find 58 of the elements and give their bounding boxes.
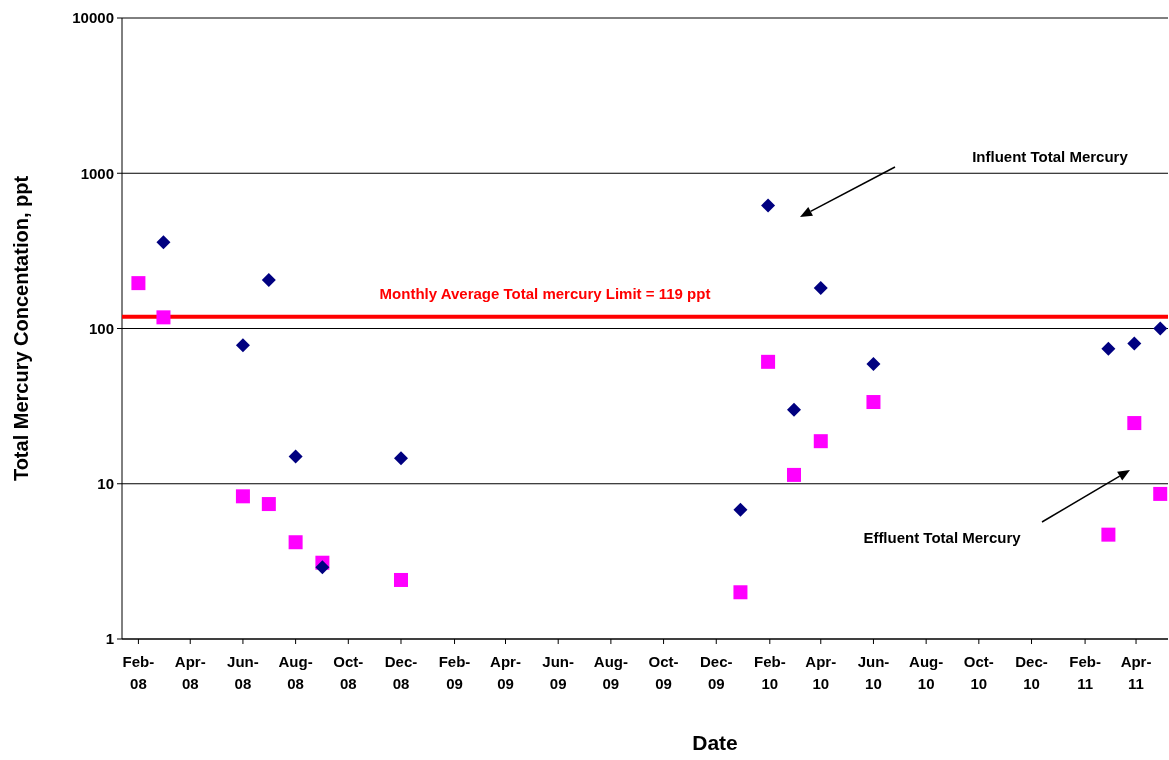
point <box>1153 486 1168 501</box>
point <box>156 310 171 325</box>
x-axis-title: Date <box>692 731 738 754</box>
x-tick-label: Apr-10 <box>805 653 837 692</box>
x-tick-label: Aug-08 <box>278 653 313 692</box>
point <box>393 451 408 466</box>
y-tick-label: 1000 <box>80 164 114 182</box>
x-tick-label: Dec-09 <box>700 653 733 692</box>
x-tick-label: Feb-11 <box>1069 653 1101 692</box>
x-tick-label: Oct-10 <box>963 653 994 692</box>
x-tick-label: Dec-08 <box>384 653 418 692</box>
point <box>1153 321 1168 336</box>
x-tick-label: Feb-09 <box>438 653 471 692</box>
point <box>1101 341 1116 356</box>
x-tick-label: Oct-08 <box>333 653 364 692</box>
x-tick-label: Oct-09 <box>648 653 679 692</box>
x-tick-label: Aug-10 <box>909 653 944 692</box>
point <box>787 402 801 417</box>
annotation: Effluent Total Mercury <box>863 529 1022 547</box>
x-tick-label: Apr-11 <box>1120 653 1152 692</box>
point <box>866 395 881 410</box>
point <box>1101 527 1116 542</box>
x-tick-label: Apr-09 <box>490 653 521 692</box>
ref-line-label: Monthly Average Total mercury Limit = 119 ppt <box>379 284 711 302</box>
point <box>261 273 276 288</box>
x-tick-label: Jun-09 <box>542 653 575 692</box>
point <box>1127 336 1142 351</box>
y-axis-title: Total Mercury Concentation, ppt <box>10 175 32 482</box>
point <box>131 276 146 291</box>
point <box>813 281 828 296</box>
x-tick-label: Jun-08 <box>227 653 259 692</box>
point <box>733 585 748 600</box>
point <box>761 198 776 213</box>
point <box>393 572 408 587</box>
x-tick-label: Apr-08 <box>174 653 206 692</box>
point <box>288 449 303 464</box>
x-tick-label: Aug-09 <box>593 653 628 692</box>
y-tick-label: 10000 <box>72 9 114 27</box>
x-tick-label: Feb-10 <box>753 653 786 692</box>
y-tick-label: 100 <box>88 319 114 337</box>
point <box>813 434 828 449</box>
point <box>1127 416 1142 431</box>
x-tick-label: Dec-10 <box>1015 653 1048 692</box>
y-tick-label: 10 <box>97 475 114 492</box>
point <box>235 338 250 353</box>
point <box>866 357 881 372</box>
point <box>261 497 276 512</box>
point <box>761 354 776 369</box>
point <box>288 535 303 550</box>
x-tick-label: Feb-08 <box>122 653 155 692</box>
annotation: Influent Total Mercury <box>972 148 1129 166</box>
x-tick-label: Jun-10 <box>857 653 890 692</box>
y-tick-label: 1 <box>105 630 114 648</box>
point <box>235 489 250 504</box>
point <box>787 467 801 482</box>
point <box>315 560 330 575</box>
point <box>156 235 171 250</box>
point <box>733 502 748 517</box>
